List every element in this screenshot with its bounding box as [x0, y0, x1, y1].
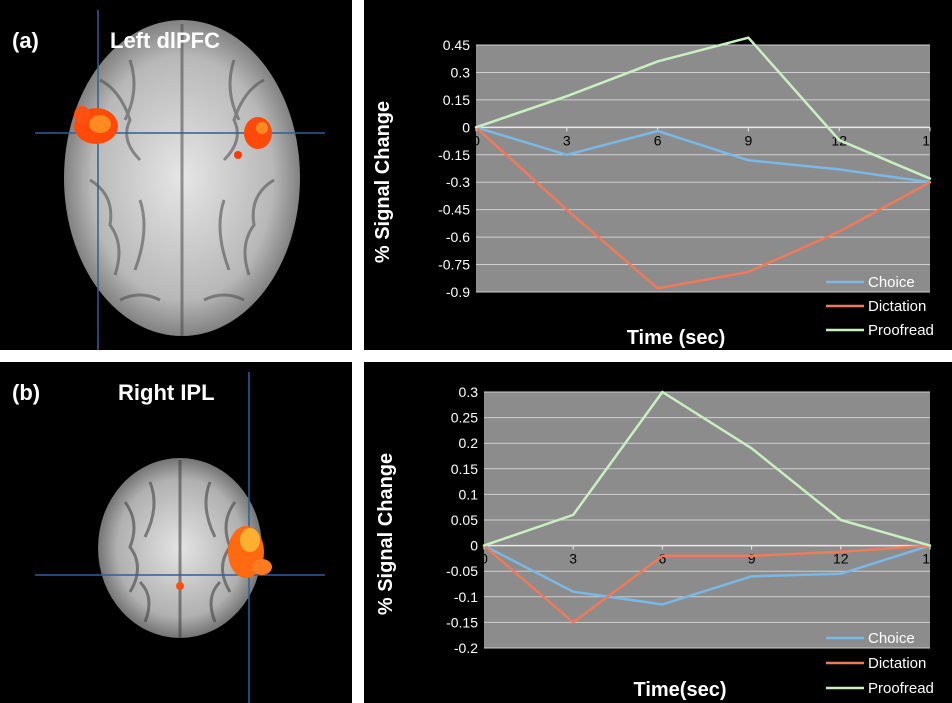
- data-point-proofread: [656, 60, 659, 63]
- x-tick-label: 15: [922, 551, 938, 567]
- plot-area: [476, 45, 930, 292]
- y-tick-label: -0.6: [446, 229, 470, 245]
- x-tick-label: 15: [922, 132, 938, 148]
- y-tick-label: 0: [470, 538, 478, 554]
- y-tick-label: 0.15: [451, 461, 478, 477]
- data-point-proofread: [928, 544, 932, 547]
- series-line-choice: [483, 544, 931, 606]
- data-point-choice: [839, 572, 842, 575]
- data-point-proofread: [750, 447, 753, 450]
- data-point-dictation: [928, 181, 932, 184]
- data-point-proofread: [747, 36, 750, 39]
- series-line-proofread: [475, 36, 931, 180]
- y-tick-label: 0: [462, 119, 470, 135]
- x-tick-label: 0: [472, 132, 480, 148]
- legend-label-choice: Choice: [868, 630, 915, 647]
- brain-panel-a: (a) Left dlPFC: [0, 0, 352, 350]
- x-tick-label: 12: [833, 551, 849, 567]
- y-axis-label: % Signal Change: [372, 101, 394, 263]
- x-tick-label: 3: [569, 551, 577, 567]
- y-tick-label: -0.45: [438, 202, 470, 218]
- y-tick-label: 0.1: [459, 486, 479, 502]
- x-tick-label: 6: [659, 551, 667, 567]
- legend-label-dictation: Dictation: [868, 298, 926, 315]
- data-point-choice: [656, 129, 659, 133]
- x-axis-label: Time(sec): [633, 679, 726, 701]
- y-tick-label: 0.3: [459, 384, 479, 400]
- activation-left-dlpfc: [74, 106, 118, 144]
- chart-panel-b: 0.3 0.25 0.2 0.15 0.1 0.05 0 -0.05 -0.1 -0.15 -0.2…: [364, 362, 952, 703]
- y-tick-label: -0.15: [438, 147, 470, 163]
- y-tick-label: 0.15: [443, 92, 470, 108]
- panel-tag: (a): [12, 28, 39, 53]
- data-point-proofread: [572, 513, 575, 517]
- data-point-dictation: [750, 554, 753, 558]
- data-point-dictation: [747, 270, 750, 274]
- activation-right-ipl: [176, 526, 272, 590]
- series-line-dictation: [475, 126, 931, 290]
- series-line-proofread: [483, 390, 931, 547]
- series-line-choice: [475, 126, 931, 184]
- y-tick-label: -0.05: [446, 563, 478, 579]
- brain-image-a: [35, 10, 325, 350]
- activation-right-dlpfc: [234, 117, 272, 159]
- y-tick-label: 0.05: [451, 512, 478, 528]
- y-tick-label: -0.75: [438, 257, 470, 273]
- legend-label-proofread: Proofread: [868, 322, 934, 339]
- line-chart-b: 0.30.250.20.150.10.050-0.05-0.1-0.15-0.2…: [375, 384, 938, 701]
- y-axis-label: % Signal Change: [375, 453, 397, 615]
- panel-tag: (b): [12, 380, 41, 405]
- data-point-choice: [747, 159, 750, 162]
- y-tick-label: 0.2: [459, 435, 479, 451]
- data-point-dictation: [661, 554, 664, 558]
- line-chart-a: 0.450.30.150-0.15-0.3-0.45-0.6-0.75-0.90…: [372, 36, 938, 349]
- data-point-choice: [750, 575, 753, 578]
- x-tick-label: 3: [563, 132, 571, 148]
- data-point-proofread: [928, 177, 932, 180]
- data-point-proofread: [838, 138, 841, 142]
- series-line-dictation: [483, 544, 931, 624]
- data-point-dictation: [839, 550, 842, 553]
- panel-title: Left dlPFC: [110, 28, 220, 53]
- brain-image-b: [35, 372, 325, 703]
- x-axis-label: Time (sec): [627, 327, 726, 349]
- data-point-dictation: [565, 208, 568, 211]
- data-point-choice: [572, 590, 575, 593]
- data-point-choice: [838, 168, 841, 171]
- data-point-choice: [565, 153, 568, 156]
- legend-label-proofread: Proofread: [868, 680, 934, 697]
- x-tick-label: 6: [654, 132, 662, 148]
- data-point-proofread: [661, 390, 664, 394]
- legend-label-choice: Choice: [868, 274, 915, 291]
- x-tick-label: 9: [748, 551, 756, 567]
- data-point-proofread: [839, 518, 842, 522]
- x-tick-label: 0: [480, 551, 488, 567]
- chart-panel-a: 0.45 0.3 0.15 0 -0.15 -0.3 -0.45 -0.6 -0.75 -0.9 0…: [364, 0, 952, 350]
- data-point-proofread: [474, 126, 478, 129]
- x-tick-label: 9: [745, 132, 753, 148]
- y-tick-label: -0.15: [446, 614, 478, 630]
- y-tick-label: -0.9: [446, 284, 470, 300]
- legend-label-dictation: Dictation: [868, 655, 926, 672]
- brain-panel-b: (b) Right IPL: [0, 362, 352, 703]
- data-point-proofread: [482, 544, 486, 547]
- data-point-dictation: [572, 621, 575, 624]
- y-tick-label: -0.3: [446, 174, 470, 190]
- data-point-choice: [661, 603, 664, 606]
- data-point-dictation: [656, 287, 659, 290]
- panel-title: Right IPL: [118, 380, 215, 405]
- y-tick-label: -0.2: [454, 640, 478, 656]
- y-tick-label: -0.1: [454, 589, 478, 605]
- y-tick-label: 0.25: [451, 410, 478, 426]
- data-point-proofread: [565, 95, 568, 98]
- data-point-dictation: [838, 230, 841, 233]
- y-tick-label: 0.45: [443, 37, 470, 53]
- y-tick-label: 0.3: [451, 64, 471, 80]
